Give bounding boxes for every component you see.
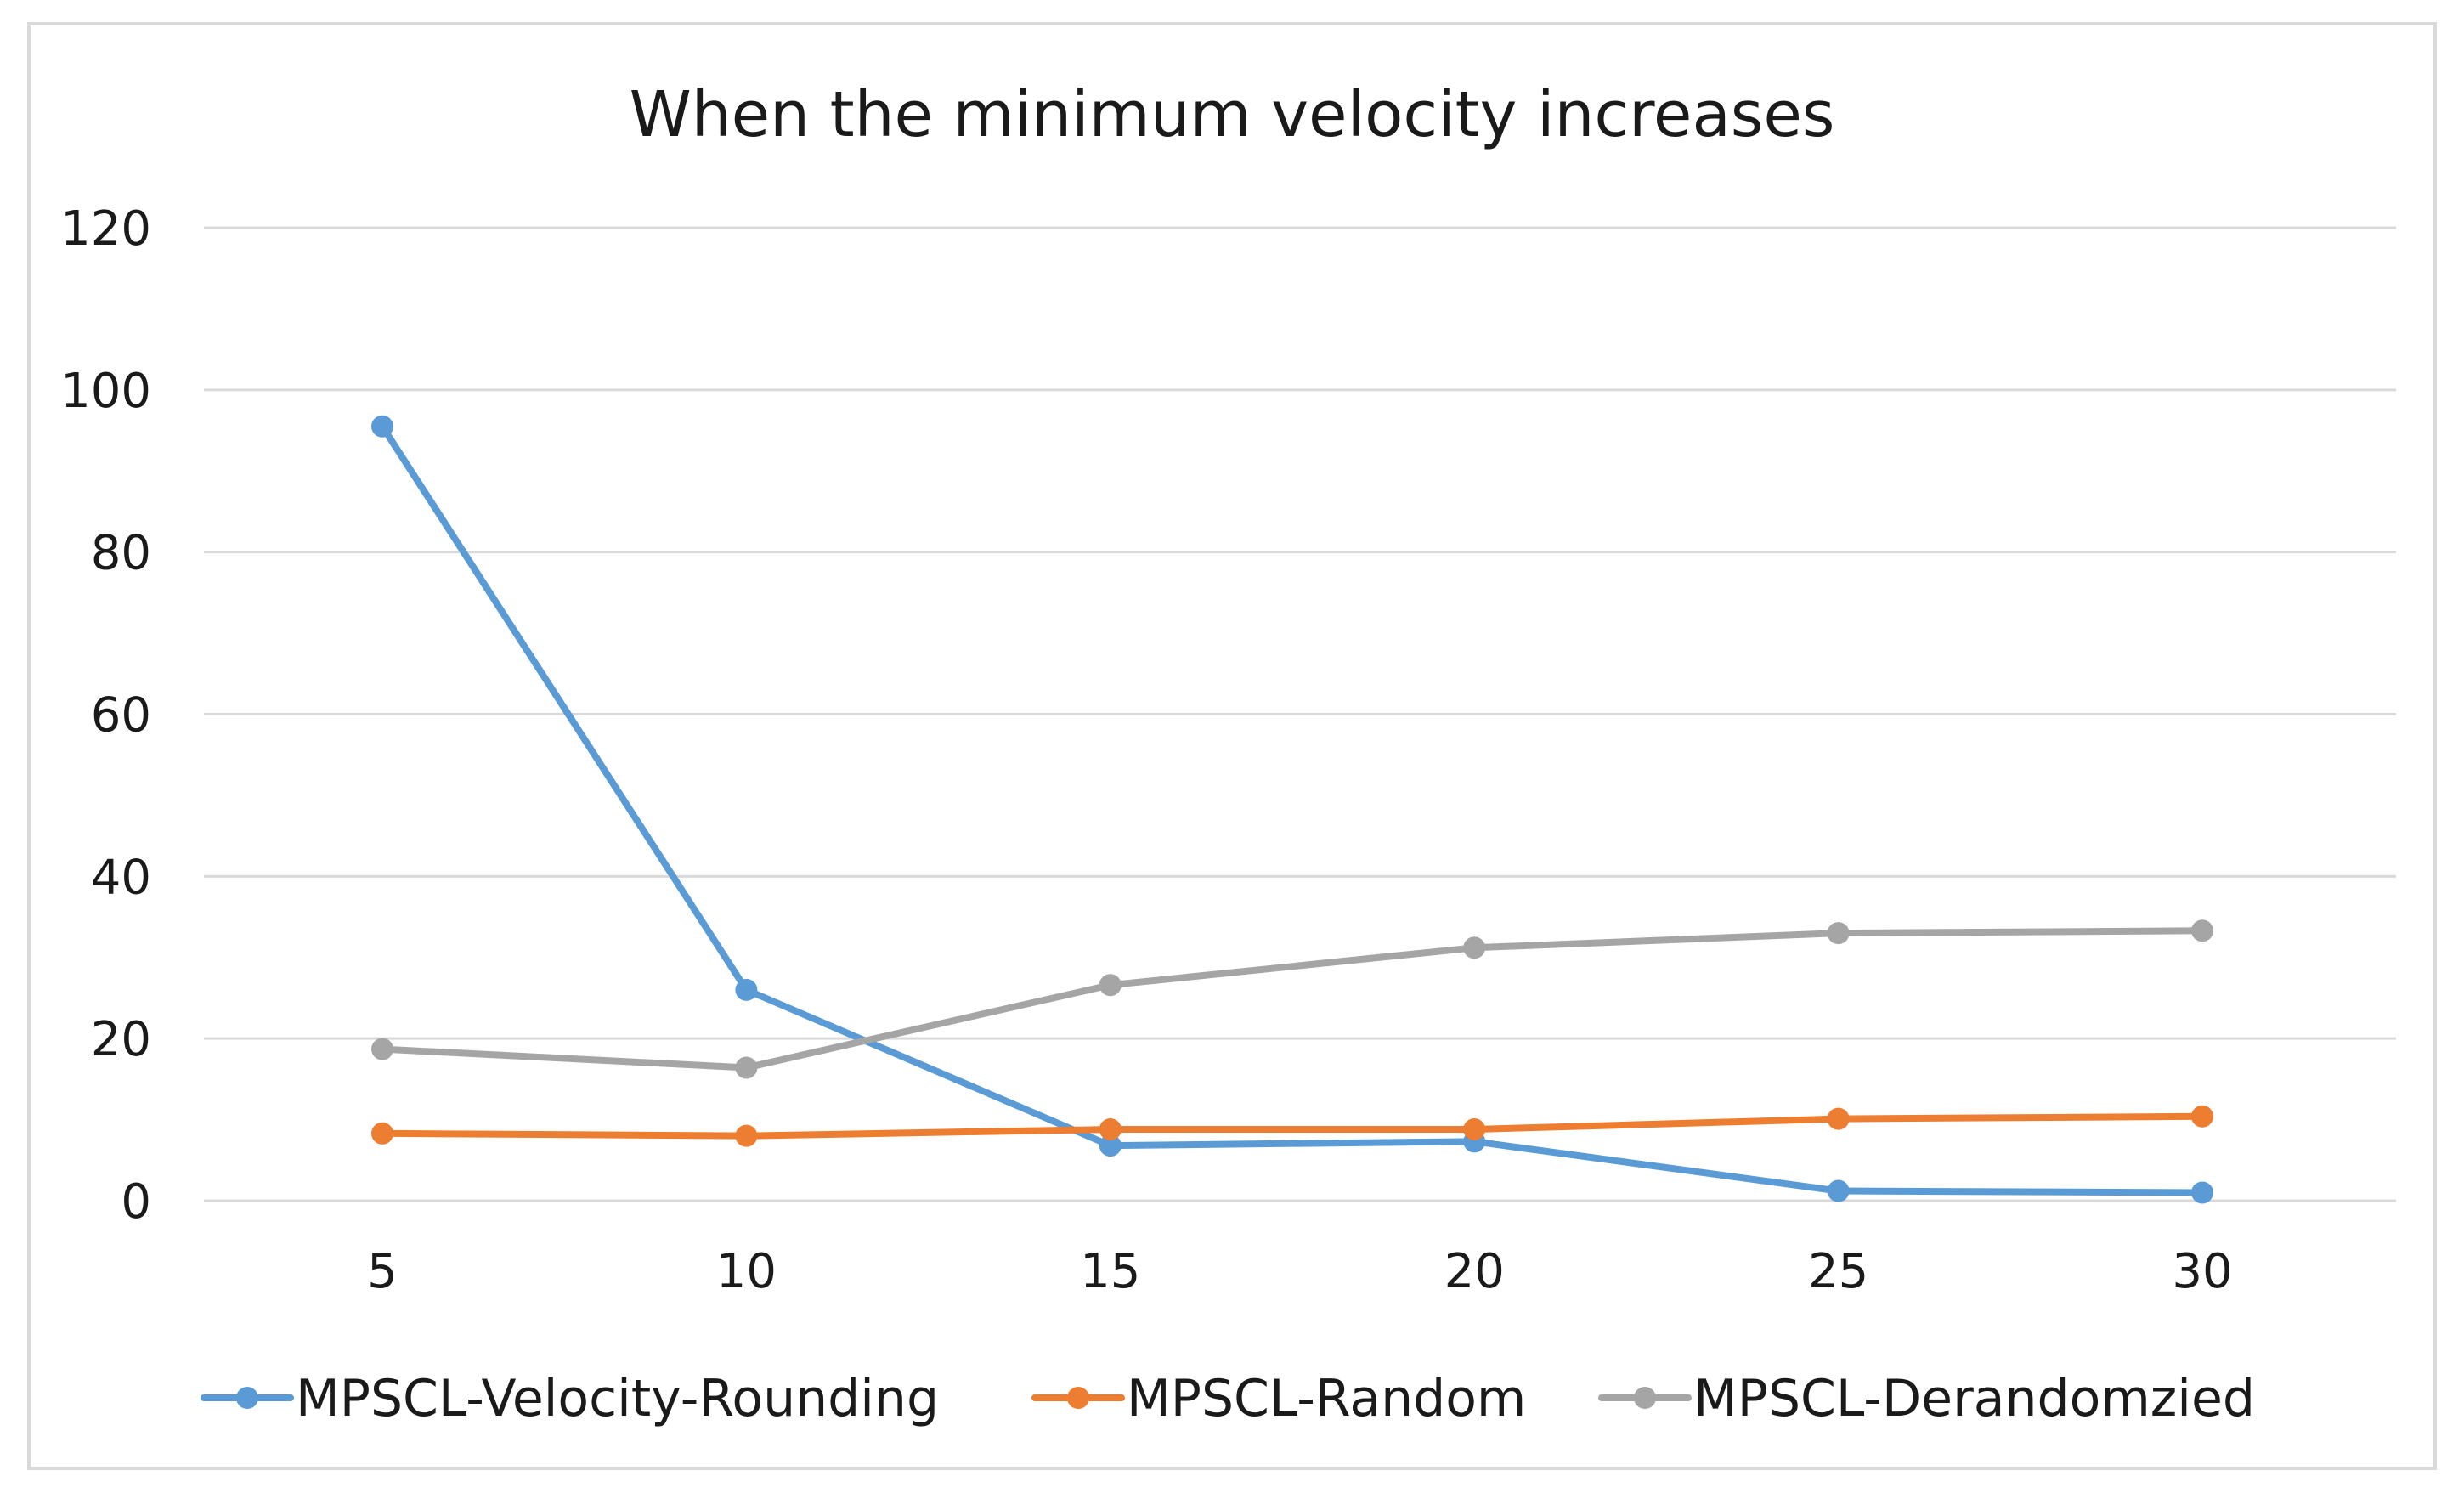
legend-item: MPSCL-Random	[1031, 1369, 1526, 1428]
series-line	[379, 1112, 2206, 1140]
data-point	[1099, 1134, 1122, 1157]
y-tick-label: 100	[60, 364, 151, 419]
gridlines	[204, 226, 2396, 1202]
series-lines	[371, 415, 2213, 1204]
data-point	[371, 1038, 393, 1060]
x-axis-ticks: 5 10 15 20 25 30	[367, 1244, 2232, 1299]
x-tick-label: 5	[367, 1244, 398, 1299]
y-axis-ticks: 0 20 40 60 80 100 120	[60, 201, 151, 1230]
data-point	[371, 1122, 393, 1145]
data-point	[2191, 1105, 2213, 1128]
series-1	[371, 415, 2213, 1204]
y-tick-label: 60	[91, 688, 151, 744]
x-tick-label: 20	[1444, 1244, 1505, 1299]
data-point	[1099, 1118, 1122, 1141]
x-tick-label: 30	[2172, 1244, 2232, 1299]
chart-title: When the minimum velocity increases	[630, 78, 1835, 151]
chart-border	[27, 22, 2437, 1470]
data-point	[2191, 1181, 2213, 1204]
legend-marker-swatch	[1067, 1387, 1089, 1409]
y-tick-label: 120	[60, 201, 151, 257]
y-tick-label: 0	[121, 1174, 151, 1230]
data-point	[1463, 1118, 1486, 1141]
legend-marker-swatch	[1634, 1387, 1656, 1409]
data-point	[1463, 936, 1486, 959]
data-point	[1099, 974, 1122, 997]
y-tick-label: 20	[91, 1012, 151, 1067]
data-point	[1827, 1107, 1850, 1130]
x-tick-label: 15	[1080, 1244, 1140, 1299]
y-tick-label: 40	[91, 850, 151, 905]
legend: MPSCL-Velocity-Rounding MPSCL-Random MPSCL…	[201, 1369, 2255, 1428]
legend-label: MPSCL-Velocity-Rounding	[296, 1369, 939, 1428]
legend-label: MPSCL-Random	[1127, 1369, 1526, 1428]
series-2	[371, 1105, 2213, 1147]
x-tick-label: 10	[716, 1244, 777, 1299]
data-point	[1827, 1179, 1850, 1202]
y-tick-label: 80	[91, 526, 151, 581]
data-point	[735, 978, 758, 1001]
series-line	[379, 422, 2206, 1196]
series-line	[379, 927, 2206, 1072]
data-point	[735, 1124, 758, 1147]
legend-marker-swatch	[236, 1387, 258, 1409]
data-point	[2191, 919, 2213, 942]
legend-item: MPSCL-Derandomzied	[1598, 1369, 2255, 1428]
series-3	[371, 919, 2213, 1079]
x-tick-label: 25	[1808, 1244, 1868, 1299]
legend-label: MPSCL-Derandomzied	[1693, 1369, 2255, 1428]
legend-item: MPSCL-Velocity-Rounding	[201, 1369, 939, 1428]
data-point	[371, 415, 393, 438]
data-point	[735, 1056, 758, 1079]
data-point	[1827, 922, 1850, 945]
